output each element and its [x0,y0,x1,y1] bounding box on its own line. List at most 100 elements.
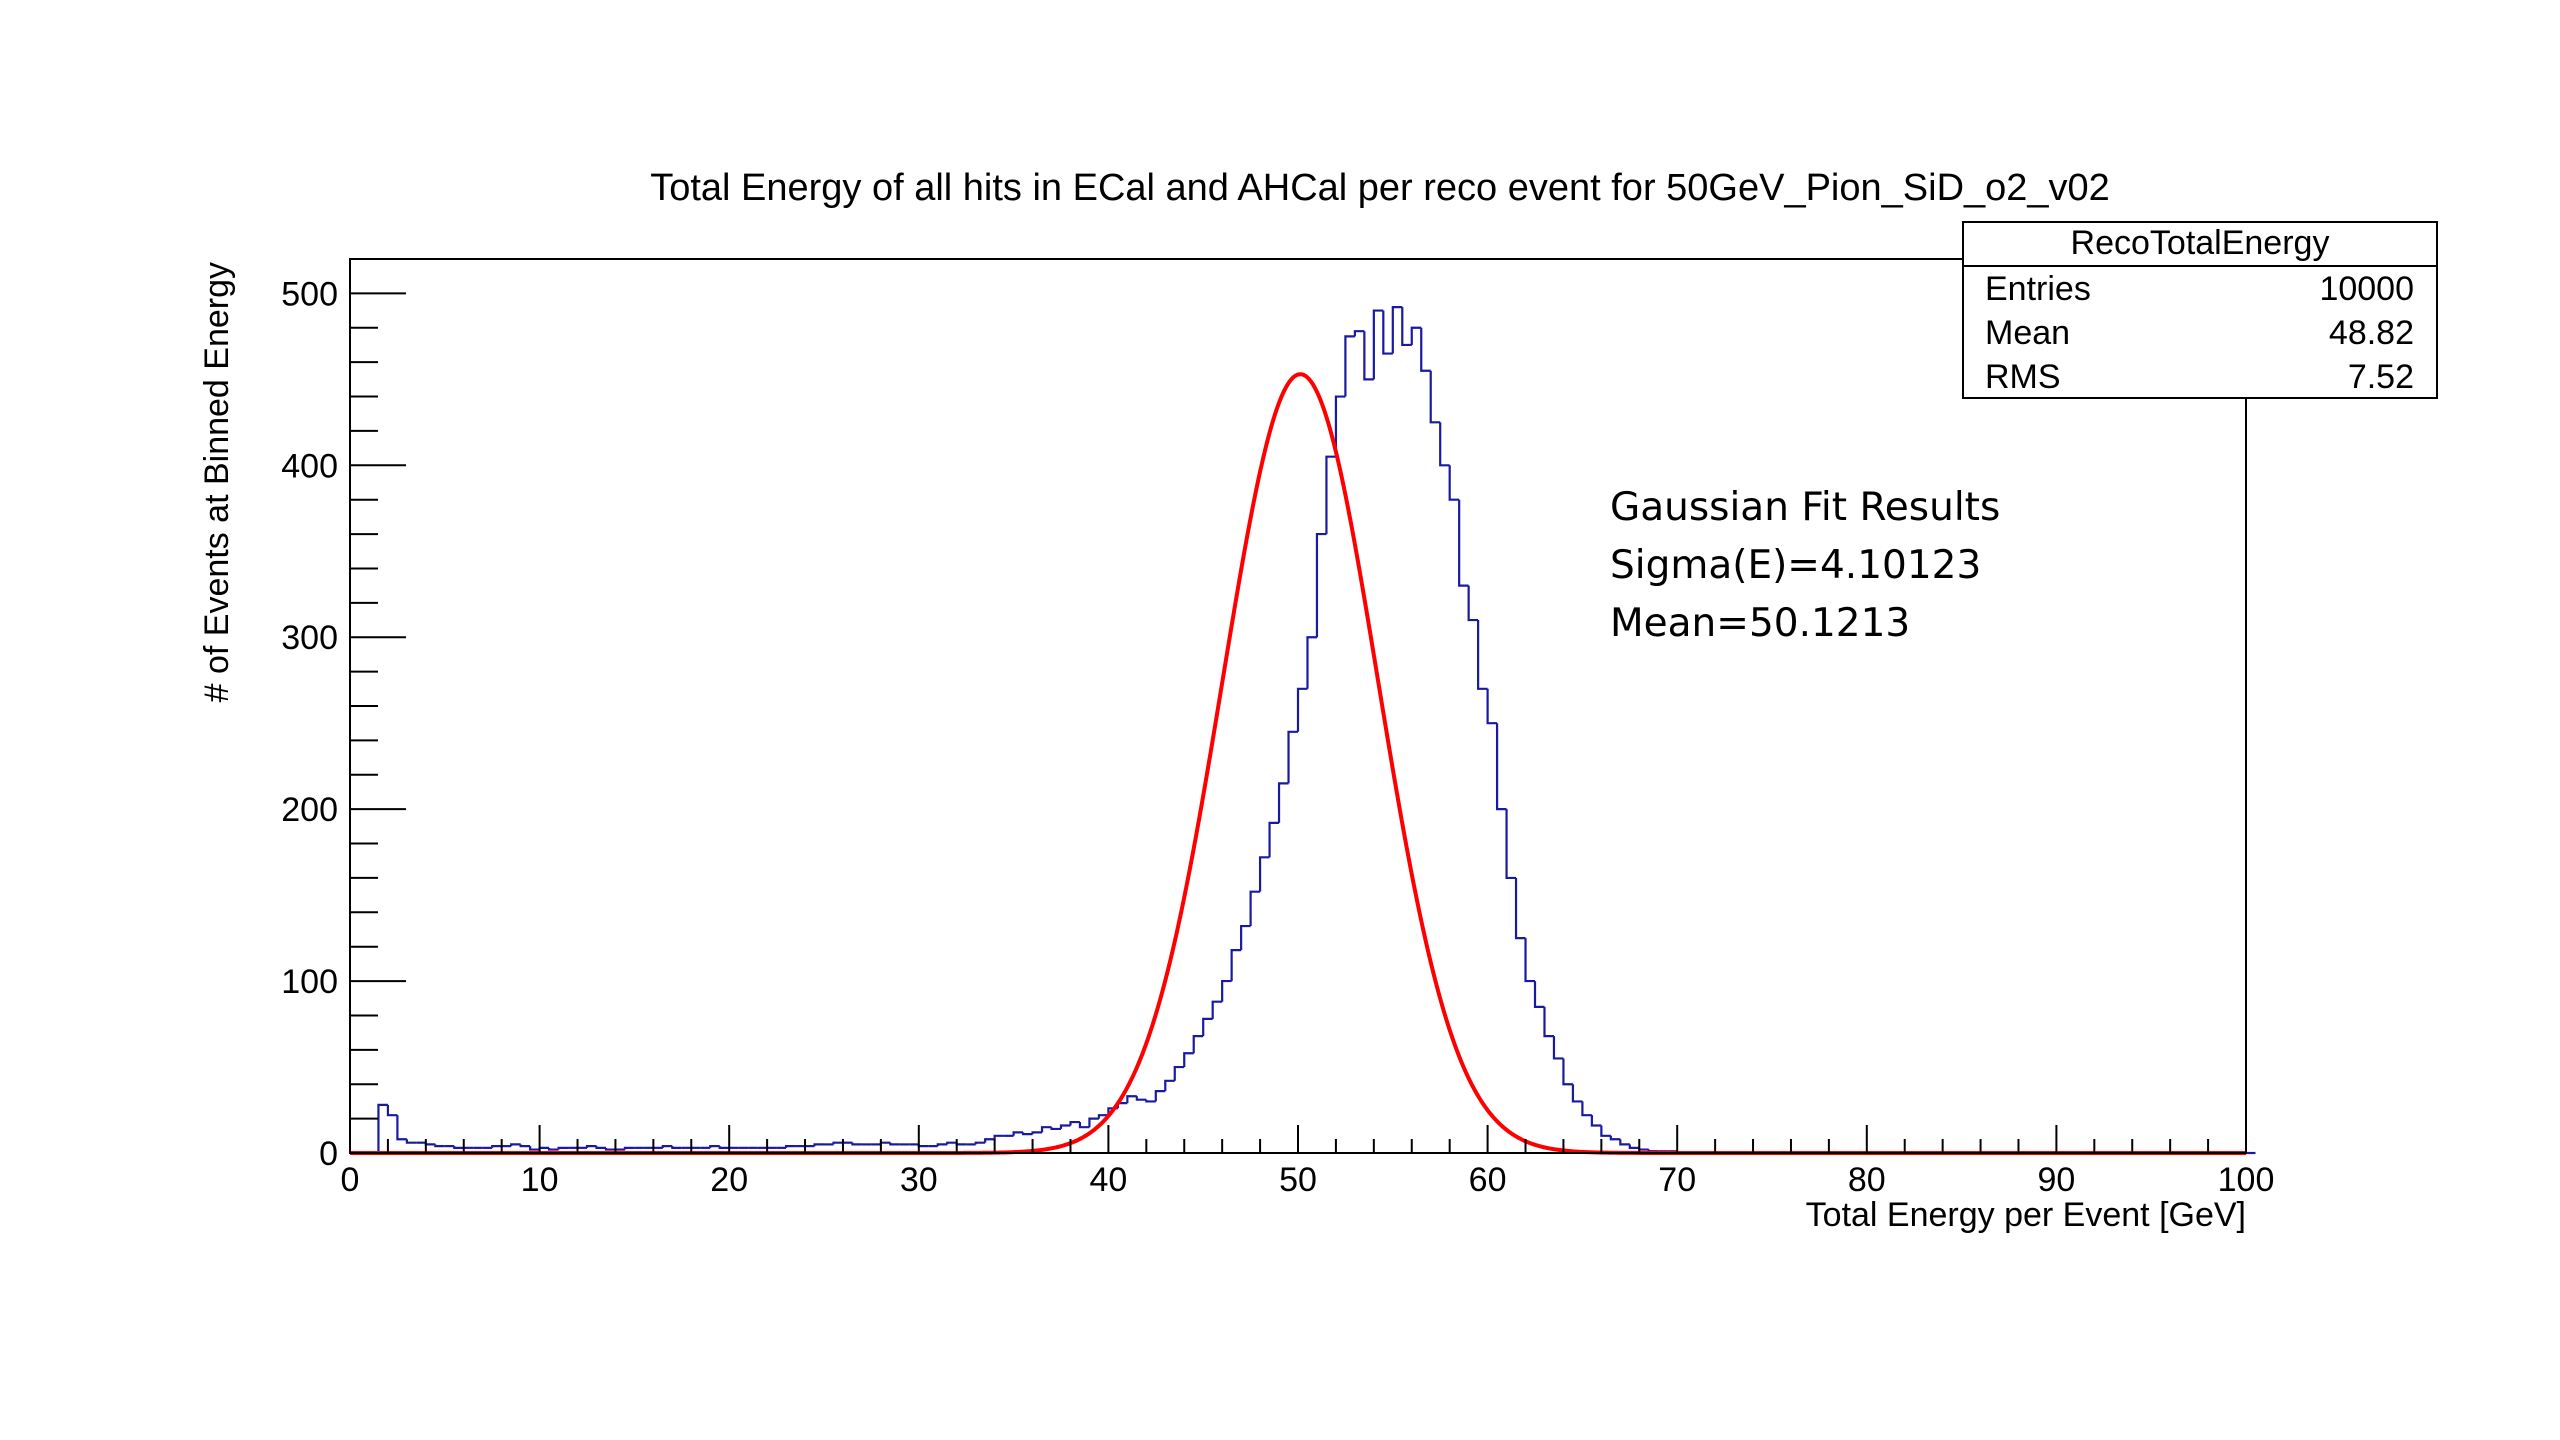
histogram-bin [1258,856,1270,892]
histogram-bin [396,1115,407,1141]
histogram-bin [377,1103,388,1153]
histogram-bin [661,1145,673,1148]
histogram-bin [1600,1125,1611,1137]
histogram-bin [595,1146,606,1149]
histogram-bin [1562,1058,1573,1086]
histogram-bin [1315,532,1327,638]
histogram-bin [1391,306,1403,354]
stats-entries-value: 10000 [2319,270,2414,308]
histogram-bin [1211,1000,1223,1019]
histogram-bin [718,1146,730,1149]
histogram-bin [1154,1090,1166,1102]
histogram-bin [1097,1114,1109,1119]
y-axis-label: # of Events at Binned Energy [198,262,236,702]
histogram-bin [1477,620,1488,690]
histogram-bin [1277,782,1289,823]
histogram-bin [1458,499,1469,587]
stats-box: RecoTotalEnergy Entries 10000 Mean 48.82… [1962,221,2438,399]
histogram-bin [832,1141,843,1145]
histogram-bin [1609,1135,1621,1141]
y-tick-label: 200 [281,791,338,829]
histogram-bin [1164,1079,1175,1092]
histogram-bin [386,1104,398,1117]
x-tick-label: 90 [2037,1161,2075,1199]
histogram-bin [1173,1065,1185,1081]
histogram-bin [1401,307,1412,347]
stats-rms-label: RMS [1985,358,2061,396]
histogram-bin [1078,1122,1090,1129]
histogram-bin [434,1144,445,1148]
x-tick-label: 50 [1279,1161,1317,1199]
histogram-bin [1581,1101,1592,1117]
histogram-bin [1296,687,1308,732]
histogram-bin [1325,455,1336,535]
fit-annotation-mean: Mean=50.1213 [1610,601,1910,646]
histogram-bin [1372,309,1384,380]
y-tick-label: 0 [319,1135,338,1173]
histogram-bin [1524,938,1535,983]
stats-entries-label: Entries [1985,270,2091,308]
histogram-bin [1230,949,1242,982]
histogram-bin [1353,330,1365,337]
histogram-bin [491,1145,502,1148]
x-tick-label: 20 [710,1161,748,1199]
histogram-bin [974,1141,986,1145]
histogram-bin [1031,1131,1043,1135]
histogram-bin [1145,1099,1156,1103]
histogram-bin [453,1146,464,1149]
histogram-bin [671,1146,682,1149]
histogram-bin [946,1141,957,1145]
histogram-bin [889,1142,900,1146]
histogram-bin [1495,723,1507,811]
histogram-bin [405,1139,417,1144]
histogram-bin [784,1145,796,1148]
histogram-bin [1050,1127,1061,1131]
x-tick-label: 60 [1469,1161,1507,1199]
histogram-bin [1059,1124,1071,1129]
x-tick-label: 10 [521,1161,559,1199]
histogram-bin [1268,821,1280,858]
histogram-bin [1126,1095,1137,1104]
y-tick-label: 500 [281,275,338,313]
stats-box-frame [1962,221,2438,399]
y-tick-label: 400 [281,447,338,485]
histogram-bin [1420,327,1431,372]
histogram-bin [1221,979,1232,1002]
axes: 0 10 20 30 40 50 60 70 80 90 100 0 100 200 300 400 500 [281,258,2275,1199]
histogram-bin [1628,1144,1640,1149]
x-tick-label: 100 [2218,1161,2275,1199]
x-axis-label: Total Energy per Event [GeV] [1806,1196,2246,1234]
histogram-bin [1514,877,1526,940]
histogram-bin [1467,585,1479,622]
histogram-bin [1135,1096,1147,1101]
stats-mean-value: 48.82 [2329,314,2414,352]
histogram-bin [1505,809,1517,880]
histogram-bin [585,1145,597,1148]
histogram-bin [1069,1120,1080,1126]
histogram-bin [547,1147,559,1151]
x-tick-label: 40 [1089,1161,1127,1199]
histogram-bin [1363,331,1374,381]
histogram-bin [1240,924,1251,951]
fit-annotation-sigma: Sigma(E)=4.10123 [1610,543,1981,588]
fit-annotation: Gaussian Fit Results Sigma(E)=4.10123 Me… [1610,485,2000,646]
histogram-bin [1088,1117,1099,1128]
x-tick-label: 80 [1848,1161,1886,1199]
histogram-bin [519,1144,531,1148]
fit-annotation-heading: Gaussian Fit Results [1610,485,2000,530]
x-tick-label: 70 [1658,1161,1696,1199]
y-tick-label: 100 [281,963,338,1001]
histogram-bin [1619,1139,1630,1146]
histogram-bin [1571,1084,1583,1103]
histogram-bin [529,1146,540,1151]
histogram-bin [510,1143,521,1147]
histogram-bin [604,1147,616,1151]
histogram-bin [1439,422,1450,467]
histogram-bin [709,1145,720,1148]
histogram-bin [1590,1115,1602,1127]
histogram-bin [1448,465,1460,501]
histogram-bin [1183,1052,1194,1068]
histogram-bin [1344,335,1355,397]
histogram-bin [1192,1034,1204,1054]
